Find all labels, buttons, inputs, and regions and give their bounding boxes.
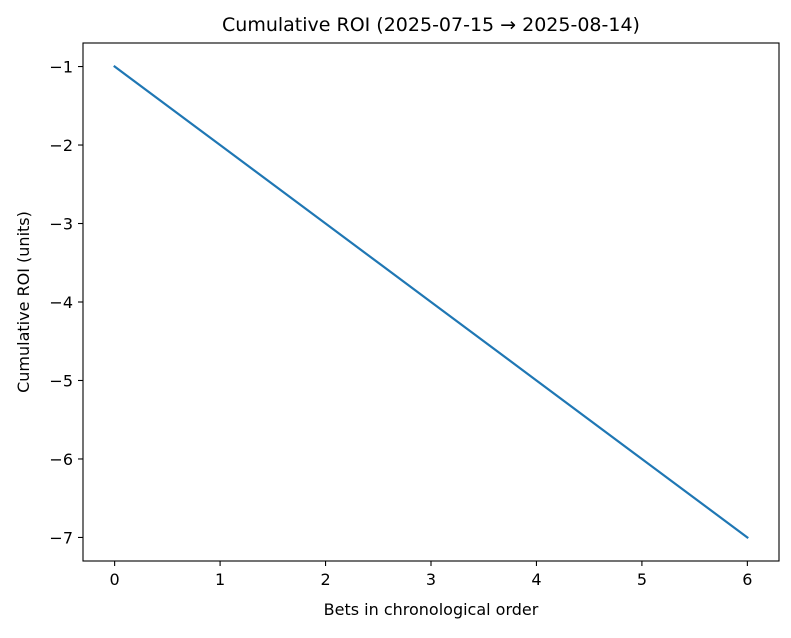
x-axis: 0 1 2 3 4 5 6	[110, 561, 752, 589]
x-tick-label: 1	[215, 570, 225, 589]
plot-area	[82, 42, 780, 562]
y-tick-label: −6	[49, 450, 73, 469]
y-axis-label: Cumulative ROI (units)	[14, 211, 33, 393]
chart-title: Cumulative ROI (2025-07-15 → 2025-08-14)	[222, 14, 640, 36]
y-tick-label: −5	[49, 371, 73, 390]
y-tick-label: −3	[49, 215, 73, 234]
x-tick-label: 0	[110, 570, 120, 589]
x-axis-label: Bets in chronological order	[324, 600, 539, 619]
x-tick-label: 5	[637, 570, 647, 589]
y-tick-label: −2	[49, 136, 73, 155]
y-axis: −1 −2 −3 −4 −5 −6 −7	[49, 58, 83, 547]
x-tick-label: 3	[426, 570, 436, 589]
series-line	[113, 65, 749, 539]
y-tick-label: −1	[49, 58, 73, 77]
y-tick-label: −4	[49, 293, 73, 312]
x-tick-label: 2	[320, 570, 330, 589]
y-tick-label: −7	[49, 528, 73, 547]
x-tick-label: 6	[742, 570, 752, 589]
x-tick-label: 4	[531, 570, 541, 589]
